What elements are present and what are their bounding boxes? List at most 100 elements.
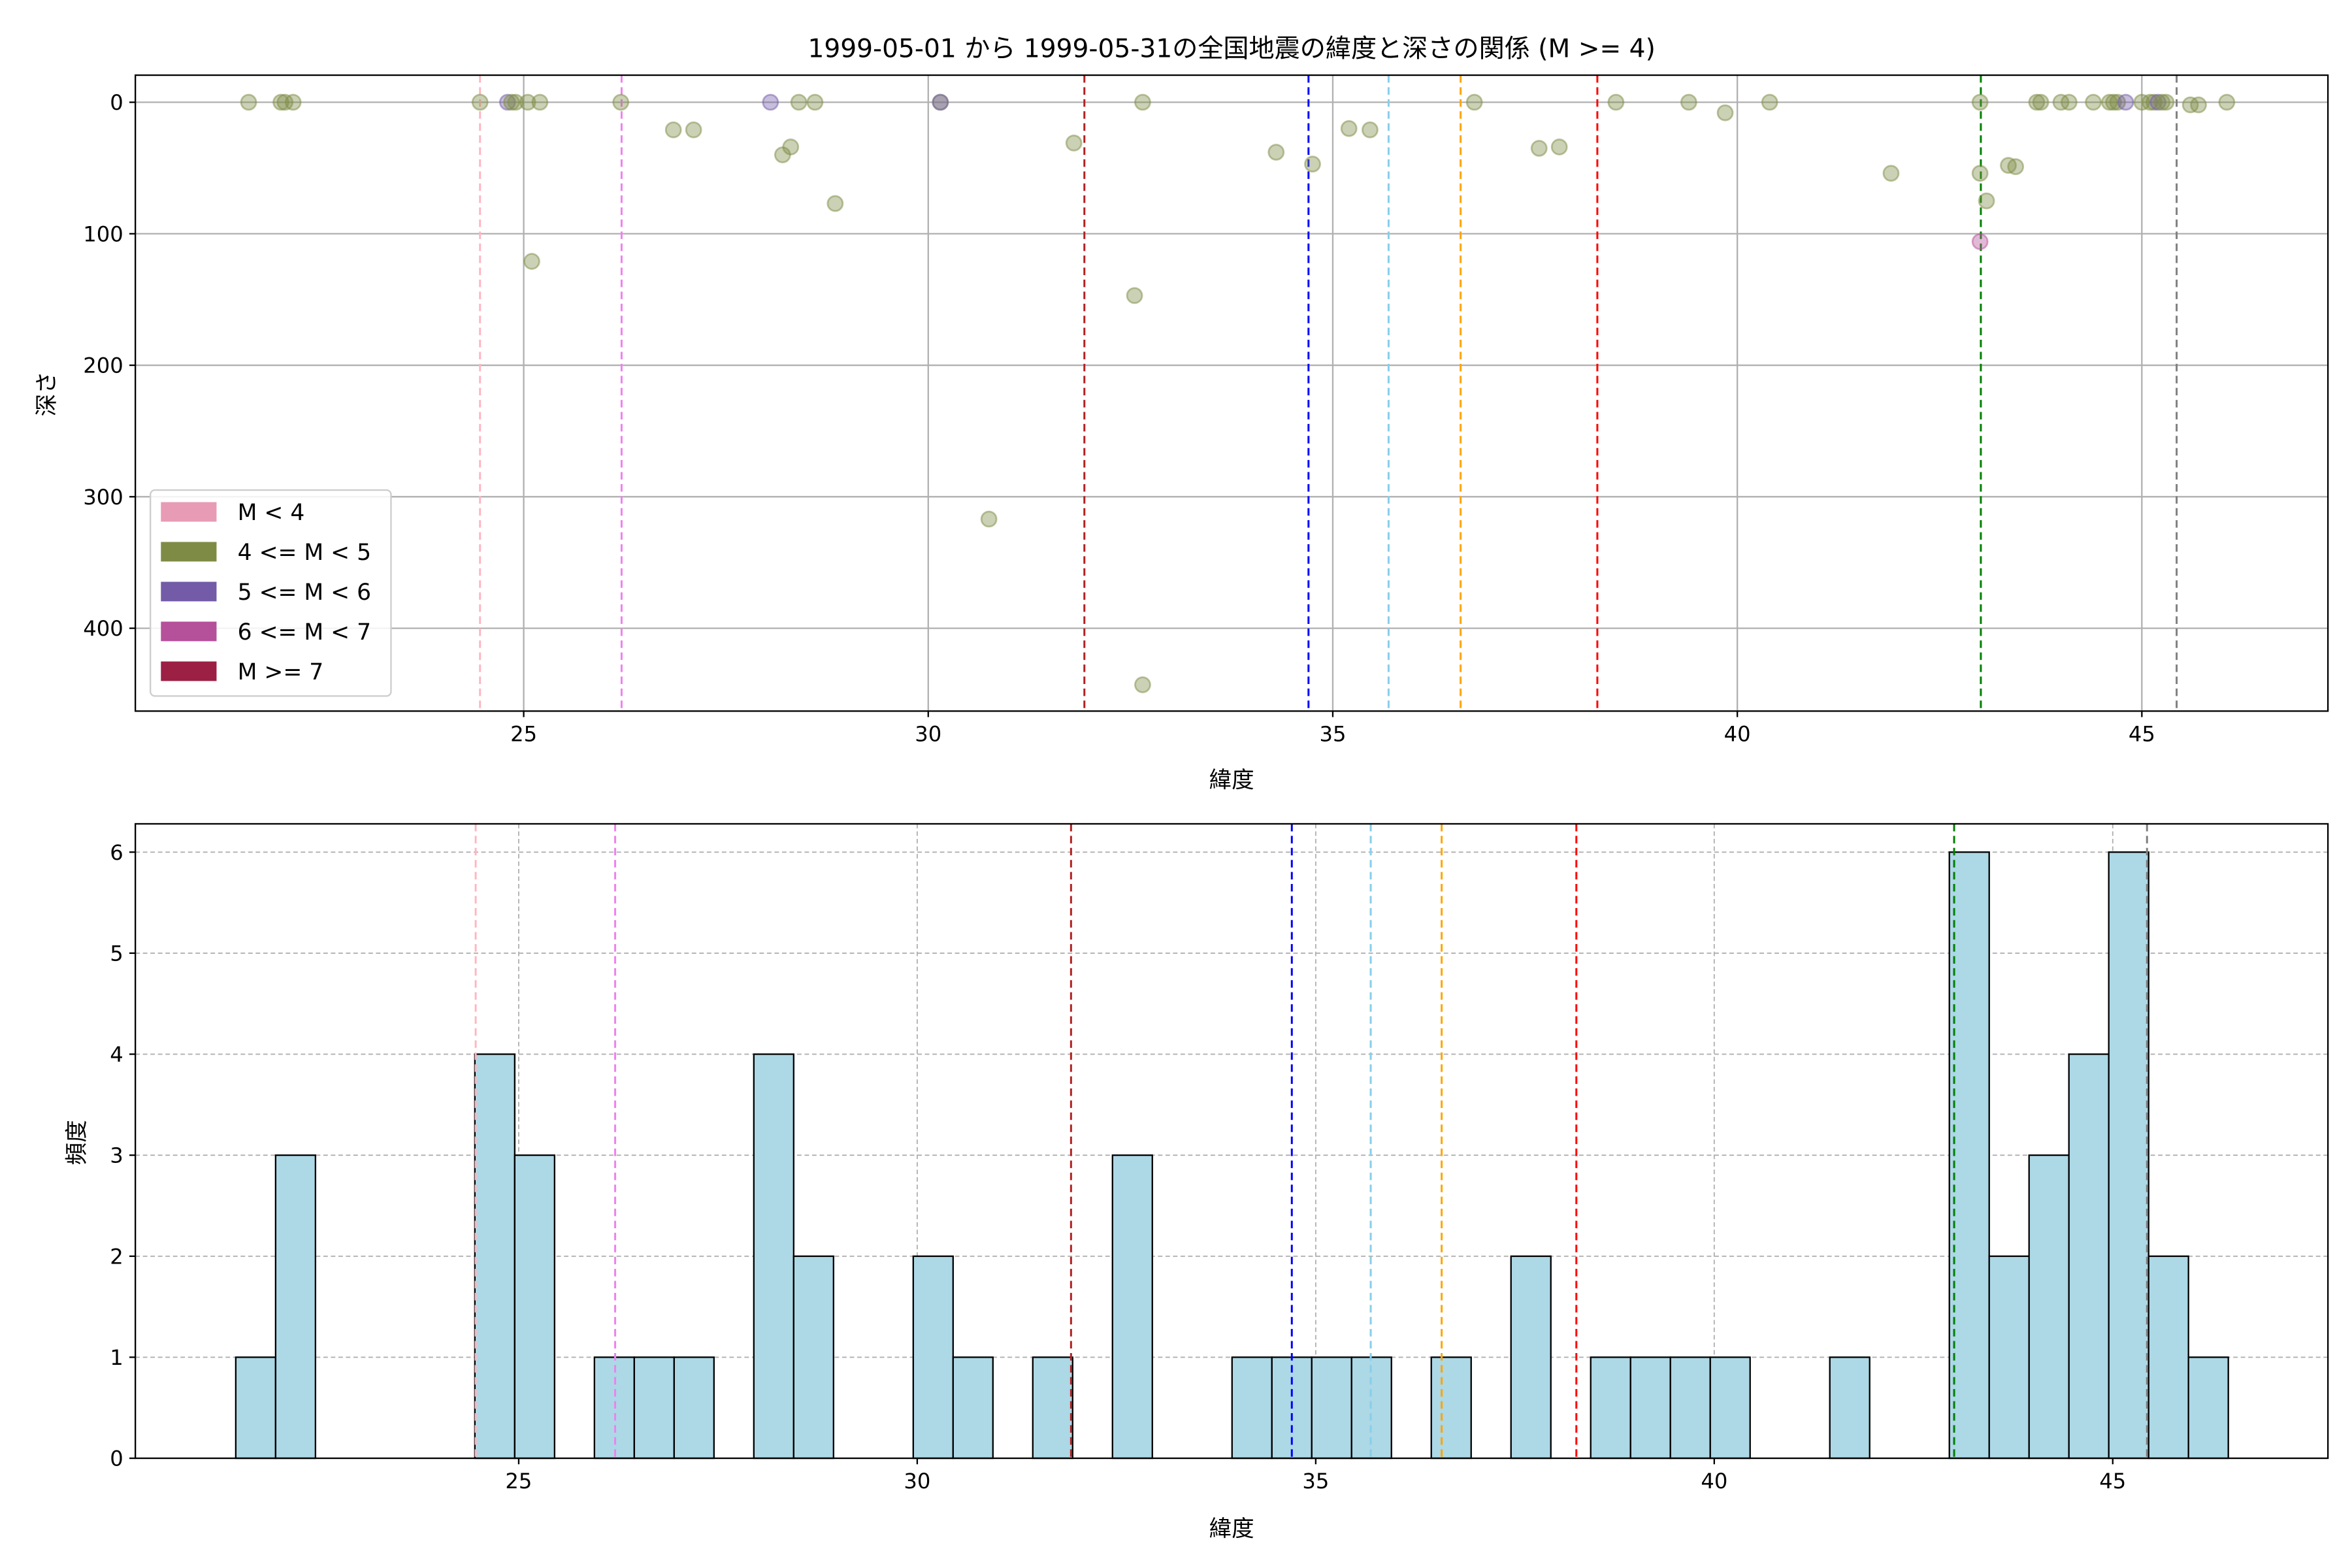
data-point [782,139,800,155]
histogram-bar [2028,1154,2070,1460]
data-point [1362,121,1379,139]
histogram-bar [1829,1356,1870,1460]
data-point [2028,93,2046,111]
histogram-bar [1590,1356,1631,1460]
legend-swatch [161,621,217,642]
histogram-bar [912,1255,954,1460]
x-tick-label: 35 [1319,721,1346,746]
histogram-bar [2068,1053,2110,1460]
data-point [806,93,824,111]
data-point [1761,93,1778,111]
data-point [272,93,289,111]
histogram-bar [235,1356,277,1460]
chart-title: 1999-05-01 から 1999-05-31の全国地震の緯度と深さの関係 (… [808,34,1655,63]
legend: M < 4 4 <= M < 5 5 <= M < 6 6 <= M < 7 M >= … [150,489,392,697]
y-tick-label: 0 [110,1446,123,1471]
data-point [519,93,536,111]
histogram-bar [633,1356,675,1460]
histogram-bar [952,1356,994,1460]
data-point [664,121,682,139]
histogram-bar [792,1255,834,1460]
legend-swatch [161,502,217,522]
data-point [240,93,257,111]
data-point [1971,233,1989,250]
data-point [1978,192,1995,210]
data-point [932,93,949,111]
scatter-plot: 25 30 35 40 45 0 100 200 300 400 [83,74,2329,746]
data-point [2007,158,2025,176]
legend-label: 4 <= M < 5 [238,540,371,566]
data-point [284,93,302,111]
y-tick-label: 100 [83,221,123,246]
data-point [1267,144,1285,161]
data-point [2032,93,2050,111]
data-point [1971,165,1989,182]
data-point [2190,96,2207,114]
y-tick-label: 5 [110,941,123,966]
histogram-bar [1231,1356,1273,1460]
legend-label: 5 <= M < 6 [238,580,371,606]
data-point [2105,93,2122,111]
data-point [1134,93,1151,111]
y-tick-label: 0 [110,90,123,115]
x-tick-label: 45 [2099,1469,2126,1494]
histogram-bar [1669,1356,1711,1460]
data-point [826,195,844,212]
axes-frame [135,823,2329,1460]
histogram-bar [1948,851,1990,1460]
data-point [1340,120,1358,137]
data-point [1065,135,1083,152]
data-point [685,121,702,139]
y-tick-label: 6 [110,840,123,865]
histogram-bar [274,1154,317,1460]
data-point [612,93,630,111]
x-tick-label: 25 [510,721,537,746]
data-point [1134,676,1151,694]
scatter-x-label: 緯度 [1209,768,1254,794]
data-point [2060,93,2078,111]
x-tick-label: 25 [505,1469,532,1494]
histogram-bar [1311,1356,1352,1460]
data-point [1465,93,1483,111]
histogram-x-label: 緯度 [1209,1516,1254,1543]
data-point [1716,104,1734,122]
x-tick-label: 40 [1724,721,1751,746]
x-tick-label: 40 [1701,1469,1727,1494]
data-point [790,93,808,111]
histogram-bar [1988,1255,2030,1460]
axes-frame [135,74,2329,712]
data-point [1680,93,1697,111]
legend-swatch [161,581,217,602]
legend-swatch [161,661,217,681]
data-point [980,510,998,528]
y-tick-label: 1 [110,1345,123,1370]
x-tick-label: 45 [2129,721,2155,746]
histogram-bar [1032,1356,1073,1460]
legend-swatch [161,542,217,562]
legend-box [150,489,392,697]
data-point [2153,93,2171,111]
histogram-bar [514,1154,555,1460]
data-point [523,253,540,270]
data-point [2157,93,2175,111]
data-point [1126,287,1143,304]
histogram-bar [2108,851,2149,1460]
data-point [503,93,520,111]
data-point [2218,93,2236,111]
x-tick-label: 35 [1302,1469,1329,1494]
histogram-bar [1430,1356,1472,1460]
histogram-bar [474,1053,515,1460]
y-tick-label: 3 [110,1143,123,1168]
data-point [1550,139,1568,155]
data-point [1882,165,1900,182]
data-point [507,93,525,111]
histogram-bar [673,1356,715,1460]
data-point [2117,93,2134,111]
y-tick-label: 300 [83,485,123,510]
x-tick-label: 30 [915,721,941,746]
y-tick-label: 200 [83,353,123,378]
histogram-bar [1510,1255,1552,1460]
legend-label: M < 4 [238,500,305,526]
scatter-y-label: 深さ [34,371,60,416]
